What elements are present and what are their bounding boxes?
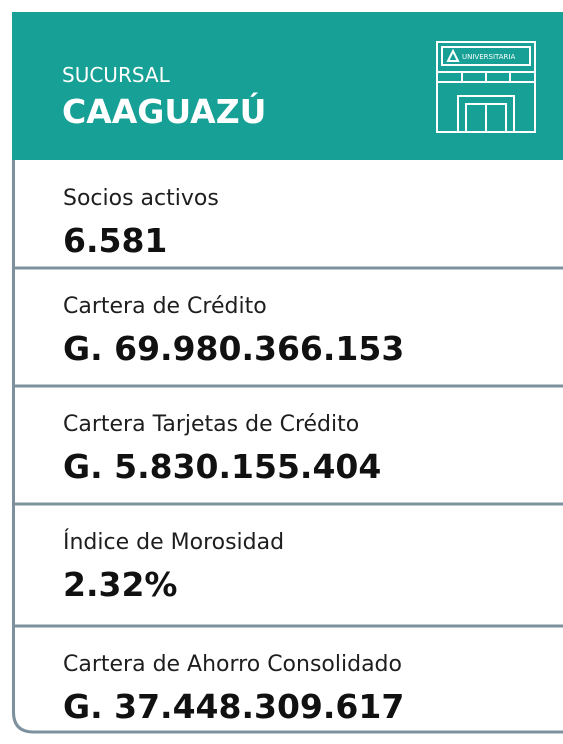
- item-label: Cartera Tarjetas de Crédito: [63, 412, 359, 437]
- item-label: Cartera de Crédito: [63, 294, 267, 319]
- item-value: G. 69.980.366.153: [63, 329, 404, 368]
- card-border: [12, 160, 563, 734]
- item-label: Cartera de Ahorro Consolidado: [63, 652, 402, 677]
- item-label: Índice de Morosidad: [63, 529, 284, 555]
- header-band: [12, 12, 563, 160]
- rows: Socios activos 6.581 Cartera de Crédito G. …: [12, 186, 563, 726]
- item-value: G. 37.448.309.617: [63, 687, 404, 726]
- item-label: Socios activos: [63, 186, 219, 211]
- building-icon: [436, 41, 536, 133]
- header-title: CAAGUAZÚ: [62, 91, 266, 131]
- icon-label: UNIVERSITARIA: [462, 53, 515, 61]
- header-label: SUCURSAL: [62, 63, 171, 87]
- item-value: 6.581: [63, 221, 167, 260]
- item-value: G. 5.830.155.404: [63, 447, 381, 486]
- item-value: 2.32%: [63, 565, 178, 604]
